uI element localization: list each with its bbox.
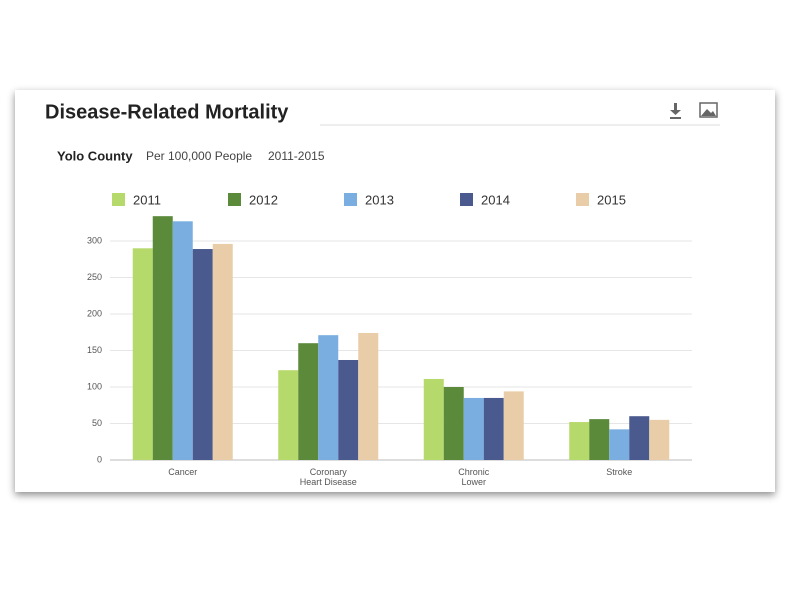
y-tick-label: 50: [92, 418, 102, 428]
unit: Per 100,000 People: [146, 149, 252, 163]
chart-title: Disease-Related Mortality: [45, 101, 289, 123]
x-tick-label: Stroke: [606, 467, 632, 477]
bar: [212, 243, 233, 460]
y-tick-label: 0: [97, 454, 102, 464]
period: 2011-2015: [268, 149, 325, 163]
legend-label: 2012: [249, 192, 278, 207]
bar: [152, 216, 173, 460]
legend-swatch: [228, 193, 241, 206]
legend-swatch: [344, 193, 357, 206]
bar: [298, 343, 319, 460]
bar: [629, 416, 650, 460]
x-tick-label: Cancer: [168, 467, 197, 477]
bar: [338, 359, 359, 460]
x-tick-label: Chronic Lower: [458, 467, 490, 487]
bar: [649, 419, 670, 460]
y-tick-label: 100: [87, 381, 102, 391]
bar: [569, 422, 590, 460]
legend-label: 2014: [481, 192, 510, 207]
x-tick-label: Coronary Heart Disease: [300, 467, 357, 487]
legend-swatch: [576, 193, 589, 206]
bar: [423, 378, 444, 460]
legend-label: 2013: [365, 192, 394, 207]
bar: [463, 397, 484, 460]
bar: [192, 249, 213, 460]
legend-swatch: [460, 193, 473, 206]
bar: [443, 387, 464, 460]
bar: [172, 221, 193, 460]
y-tick-label: 250: [87, 272, 102, 282]
legend-label: 2011: [133, 192, 161, 207]
bar: [358, 332, 379, 460]
legend-swatch: [112, 193, 125, 206]
region: Yolo County: [57, 148, 133, 163]
y-tick-label: 150: [87, 345, 102, 355]
bar: [278, 370, 299, 460]
bar: [589, 419, 610, 460]
legend-label: 2015: [597, 192, 626, 207]
image-icon[interactable]: [699, 102, 718, 118]
bar: [483, 397, 504, 460]
bar: [132, 248, 153, 460]
bar: [318, 335, 339, 460]
y-tick-label: 300: [87, 235, 102, 245]
y-tick-label: 200: [87, 308, 102, 318]
download-icon[interactable]: [670, 103, 681, 119]
bar: [503, 391, 524, 460]
bar: [609, 429, 630, 460]
